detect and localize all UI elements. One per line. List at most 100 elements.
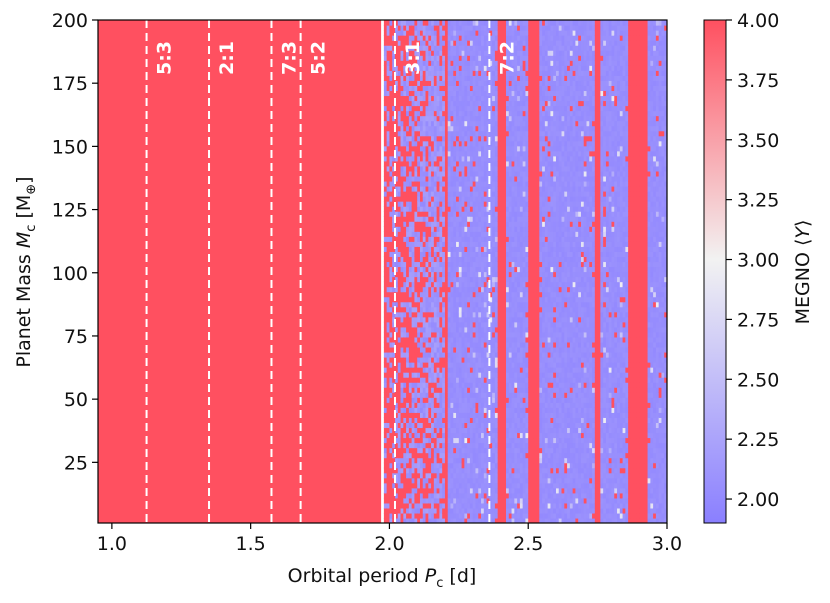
heatmap-cell xyxy=(419,115,424,122)
heatmap-cell xyxy=(425,271,429,278)
heatmap-cell xyxy=(397,160,402,167)
heatmap-cell xyxy=(481,301,485,308)
heatmap-cell xyxy=(483,467,488,474)
heatmap-cell xyxy=(503,326,507,333)
heatmap-cell xyxy=(489,271,493,278)
heatmap-cell xyxy=(411,120,416,127)
heatmap-cell xyxy=(478,246,482,252)
heatmap-cell xyxy=(500,392,504,398)
heatmap-cell xyxy=(511,402,515,408)
heatmap-cell xyxy=(403,357,407,363)
heatmap-cell xyxy=(383,241,388,247)
heatmap-cell xyxy=(483,266,488,273)
heatmap-cell xyxy=(508,150,513,157)
heatmap-cell xyxy=(422,497,427,504)
heatmap-cell xyxy=(492,60,496,66)
heatmap-cell xyxy=(464,201,468,207)
heatmap-cell xyxy=(394,25,399,31)
heatmap-cell xyxy=(475,462,479,469)
heatmap-cell xyxy=(408,367,413,373)
heatmap-cell xyxy=(406,251,410,258)
heatmap-cell xyxy=(422,346,427,353)
heatmap-cell xyxy=(422,256,427,263)
heatmap-cell xyxy=(439,120,443,127)
heatmap-cell xyxy=(469,221,474,227)
heatmap-cell xyxy=(478,321,482,328)
heatmap-cell xyxy=(489,311,493,318)
heatmap-cell xyxy=(392,326,396,333)
heatmap-cell xyxy=(458,40,463,46)
heatmap-cell xyxy=(422,155,427,162)
heatmap-cell xyxy=(417,25,421,31)
heatmap-cell xyxy=(403,457,407,464)
heatmap-cell xyxy=(461,286,465,293)
heatmap-cell xyxy=(481,306,485,313)
heatmap-cell xyxy=(481,351,485,358)
heatmap-cell xyxy=(492,427,496,434)
heatmap-cell xyxy=(492,191,496,197)
heatmap-cell xyxy=(472,477,477,484)
heatmap-cell xyxy=(394,246,399,252)
heatmap-cell xyxy=(467,452,471,459)
heatmap-cell xyxy=(475,256,479,263)
heatmap-cell xyxy=(439,367,443,373)
heatmap-cell xyxy=(383,140,388,147)
heatmap-cell xyxy=(400,105,404,112)
heatmap-cell xyxy=(519,442,524,449)
heatmap-cell xyxy=(428,130,432,137)
heatmap-cell xyxy=(483,512,488,519)
heatmap-cell xyxy=(392,487,396,494)
heatmap-cell xyxy=(508,165,513,172)
heatmap-cell xyxy=(486,316,490,323)
heatmap-cell xyxy=(392,80,396,86)
heatmap-cell xyxy=(494,115,499,122)
heatmap-cell xyxy=(389,321,393,328)
heatmap-cell xyxy=(397,276,402,283)
heatmap-cell xyxy=(403,246,407,252)
heatmap-cell xyxy=(442,95,446,102)
heatmap-cell xyxy=(422,241,427,247)
heatmap-cell xyxy=(450,402,454,408)
heatmap-cell xyxy=(414,452,418,459)
heatmap-cell xyxy=(458,140,463,147)
heatmap-cell xyxy=(414,427,418,434)
heatmap-cell xyxy=(417,417,421,423)
heatmap-cell xyxy=(464,145,468,152)
heatmap-cell xyxy=(394,276,399,283)
heatmap-cell xyxy=(486,271,490,278)
heatmap-cell xyxy=(467,472,471,479)
heatmap-cell xyxy=(511,457,515,464)
heatmap-cell xyxy=(506,30,510,36)
heatmap-cell xyxy=(400,110,404,117)
heatmap-cell xyxy=(386,306,391,313)
heatmap-cell xyxy=(508,487,513,494)
heatmap-cell xyxy=(508,472,513,479)
heatmap-cell xyxy=(456,165,460,172)
heatmap-cell xyxy=(419,125,424,132)
heatmap-cell xyxy=(481,175,485,182)
heatmap-cell xyxy=(389,362,393,368)
heatmap-cell xyxy=(408,231,413,237)
heatmap-cell xyxy=(461,417,465,423)
heatmap-cell xyxy=(436,100,440,107)
heatmap-cell xyxy=(461,60,465,66)
heatmap-cell xyxy=(425,457,429,464)
heatmap-cell xyxy=(419,216,424,222)
heatmap-cell xyxy=(486,256,490,263)
heatmap-cell xyxy=(444,251,449,258)
heatmap-cell xyxy=(428,206,432,212)
heatmap-cell xyxy=(500,211,504,217)
heatmap-cell xyxy=(392,140,396,147)
heatmap-cell xyxy=(489,256,493,263)
heatmap-cell xyxy=(497,316,502,323)
heatmap-cell xyxy=(511,517,515,523)
heatmap-cell xyxy=(508,40,513,46)
heatmap-cell xyxy=(392,236,396,242)
heatmap-cell xyxy=(478,512,482,519)
heatmap-cell xyxy=(467,276,471,283)
heatmap-cell xyxy=(447,301,452,308)
heatmap-cell xyxy=(408,236,413,242)
heatmap-cell xyxy=(419,65,424,71)
heatmap-cell xyxy=(444,50,449,56)
heatmap-cell xyxy=(514,50,518,56)
